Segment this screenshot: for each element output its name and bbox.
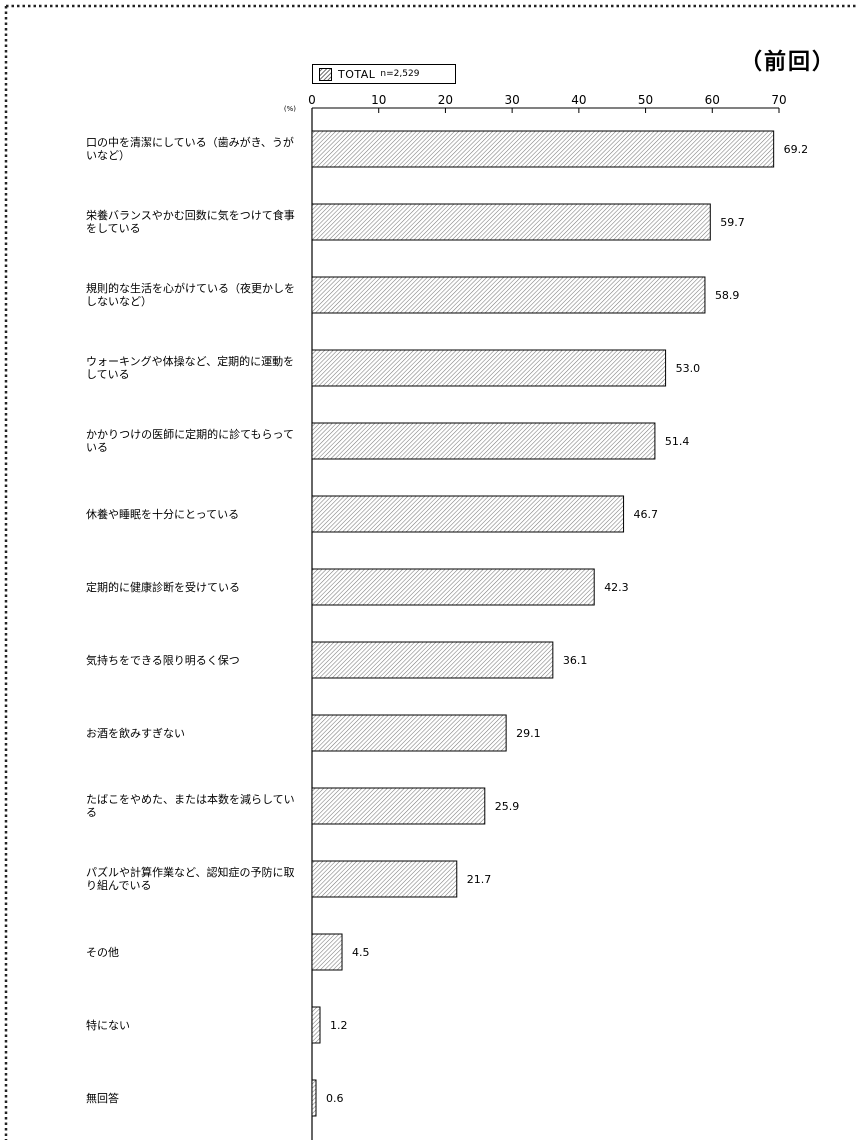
category-label: パズルや計算作業など、認知症の予防に取り組んでいる xyxy=(86,866,295,892)
bar xyxy=(311,641,554,679)
category-label: 特にない xyxy=(86,1018,130,1032)
bar-value-label: 59.7 xyxy=(720,216,745,229)
bar xyxy=(311,568,595,606)
bar xyxy=(311,276,706,314)
bar xyxy=(311,933,343,971)
bar-value-label: 53.0 xyxy=(676,362,701,375)
bar xyxy=(311,714,507,752)
category-label: 休養や睡眠を十分にとっている xyxy=(86,507,240,521)
bar xyxy=(311,860,458,898)
bar-value-label: 1.2 xyxy=(330,1019,348,1032)
category-label: かかりつけの医師に定期的に診てもらっている xyxy=(86,428,295,454)
x-tick-label: 60 xyxy=(705,93,720,107)
bar xyxy=(311,203,711,241)
category-label: お酒を飲みすぎない xyxy=(86,726,185,740)
x-tick-label: 10 xyxy=(371,93,386,107)
bar xyxy=(311,130,775,168)
x-tick-label: 50 xyxy=(638,93,653,107)
bar-value-label: 0.6 xyxy=(326,1092,344,1105)
category-label: 無回答 xyxy=(86,1091,119,1105)
bar-value-label: 58.9 xyxy=(715,289,740,302)
bar-value-label: 51.4 xyxy=(665,435,690,448)
bar xyxy=(311,422,656,460)
category-label: その他 xyxy=(86,945,119,959)
bar-value-label: 42.3 xyxy=(604,581,629,594)
bar xyxy=(311,1079,317,1117)
bar xyxy=(311,1006,321,1044)
category-label: 定期的に健康診断を受けている xyxy=(86,580,240,594)
legend-series-name: TOTAL xyxy=(338,67,376,81)
x-tick-label: 20 xyxy=(438,93,453,107)
x-tick-label: 0 xyxy=(308,93,316,107)
bar-value-label: 29.1 xyxy=(516,727,541,740)
unit-label: (%) xyxy=(284,105,296,113)
category-label: 口の中を清潔にしている（歯みがき、うがいなど） xyxy=(86,136,294,162)
bar-value-label: 36.1 xyxy=(563,654,588,667)
category-label: ウォーキングや体操など、定期的に運動をしている xyxy=(86,355,295,381)
bar xyxy=(311,349,667,387)
x-tick-label: 70 xyxy=(771,93,786,107)
legend-sample-size: n=2,529 xyxy=(380,69,420,79)
category-label: 規則的な生活を心がけている（夜更かしをしないなど） xyxy=(86,282,295,308)
category-label: 気持ちをできる限り明るく保つ xyxy=(86,653,240,667)
bar-value-label: 4.5 xyxy=(352,946,370,959)
legend: TOTAL n=2,529 xyxy=(312,64,456,84)
bar-value-label: 25.9 xyxy=(495,800,520,813)
chart-heading: （前回） xyxy=(739,50,836,75)
x-tick-label: 40 xyxy=(571,93,586,107)
x-tick-label: 30 xyxy=(505,93,520,107)
bar-value-label: 46.7 xyxy=(634,508,659,521)
bar xyxy=(311,495,625,533)
bar-value-label: 21.7 xyxy=(467,873,492,886)
category-label: たばこをやめた、または本数を減らしている xyxy=(86,793,295,819)
bar-value-label: 69.2 xyxy=(784,143,809,156)
category-label: 栄養バランスやかむ回数に気をつけて食事をしている xyxy=(86,209,295,235)
legend-swatch xyxy=(319,67,332,81)
bar xyxy=(311,787,486,825)
